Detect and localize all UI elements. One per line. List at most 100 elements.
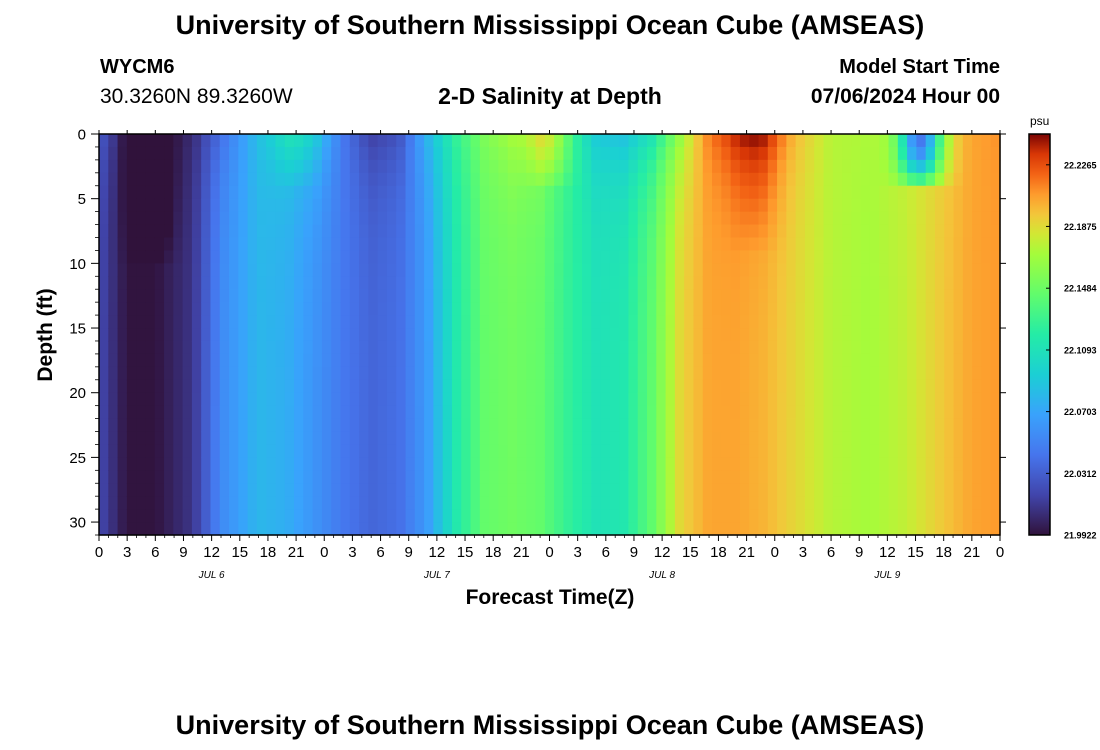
heatmap-cell [674, 353, 685, 368]
heatmap-cell [294, 431, 304, 446]
heatmap-cell [238, 496, 249, 510]
heatmap-cell [572, 198, 583, 213]
heatmap-cell [786, 134, 797, 148]
heatmap-cell [777, 289, 787, 303]
heatmap-cell [256, 522, 267, 536]
heatmap-cell [554, 185, 565, 200]
x-tick-label: 0 [320, 544, 328, 561]
heatmap-cell [386, 315, 397, 329]
heatmap-cell [665, 509, 676, 523]
heatmap-cell [238, 185, 249, 200]
heatmap-cell [804, 496, 815, 510]
heatmap-cell [396, 302, 407, 316]
x-tick-label: 21 [738, 544, 755, 561]
heatmap-cell [981, 172, 992, 187]
heatmap-cell [544, 418, 555, 433]
heatmap-cell [730, 185, 741, 200]
heatmap-cell [247, 457, 258, 471]
heatmap-cell [749, 263, 760, 277]
heatmap-cell [377, 457, 388, 471]
heatmap-cell [981, 211, 992, 226]
heatmap-cell [173, 224, 184, 239]
heatmap-cell [312, 379, 323, 394]
heatmap-cell [674, 172, 685, 187]
heatmap-cell [433, 276, 444, 290]
heatmap-cell [582, 134, 592, 148]
heatmap-cell [396, 328, 407, 342]
heatmap-cell [767, 405, 778, 420]
heatmap-cell [349, 237, 360, 252]
heatmap-cell [879, 457, 890, 471]
heatmap-cell [572, 405, 583, 420]
heatmap-cell [377, 172, 388, 187]
heatmap-cell [526, 366, 537, 381]
heatmap-cell [405, 418, 416, 433]
heatmap-cell [516, 444, 527, 458]
heatmap-cell [582, 185, 592, 200]
heatmap-cell [934, 211, 945, 226]
heatmap-cell [962, 289, 973, 303]
heatmap-cell [386, 328, 397, 342]
x-tick-label: 3 [799, 544, 807, 561]
heatmap-cell [489, 328, 500, 342]
heatmap-cell [907, 211, 917, 226]
heatmap-cell [256, 470, 267, 484]
heatmap-cell [386, 289, 397, 303]
heatmap-cell [507, 405, 518, 420]
heatmap-cell [944, 379, 955, 394]
heatmap-cell [702, 340, 713, 355]
heatmap-cell [136, 431, 147, 446]
heatmap-cell [470, 340, 481, 355]
heatmap-cell [321, 237, 332, 252]
heatmap-cell [702, 250, 713, 264]
heatmap-cell [665, 431, 676, 446]
heatmap-cell [117, 237, 128, 252]
heatmap-cell [479, 211, 490, 226]
heatmap-cell [814, 302, 825, 316]
heatmap-cell [897, 146, 908, 161]
heatmap-cell [256, 340, 267, 355]
heatmap-cell [619, 315, 630, 329]
heatmap-cell [479, 392, 490, 407]
heatmap-cell [256, 392, 267, 407]
heatmap-cell [962, 211, 973, 226]
heatmap-cell [99, 457, 109, 471]
heatmap-cell [721, 457, 732, 471]
heatmap-cell [953, 483, 964, 497]
heatmap-cell [990, 289, 1001, 303]
heatmap-cell [591, 289, 602, 303]
heatmap-cell [99, 224, 109, 239]
heatmap-cell [563, 340, 574, 355]
heatmap-cell [916, 366, 927, 381]
heatmap-cell [925, 172, 936, 187]
heatmap-cell [609, 146, 620, 161]
heatmap-cell [331, 224, 342, 239]
heatmap-cell [944, 276, 955, 290]
heatmap-cell [294, 302, 304, 316]
heatmap-cell [507, 328, 518, 342]
heatmap-cell [600, 405, 611, 420]
heatmap-cell [99, 172, 109, 187]
heatmap-cell [201, 146, 212, 161]
heatmap-cell [962, 263, 973, 277]
heatmap-cell [526, 353, 537, 368]
heatmap-cell [451, 315, 462, 329]
heatmap-cell [712, 483, 722, 497]
heatmap-cell [600, 237, 611, 252]
heatmap-cell [609, 509, 620, 523]
heatmap-cell [888, 457, 899, 471]
heatmap-cell [869, 366, 880, 381]
heatmap-cell [405, 405, 416, 420]
heatmap-cell [284, 263, 295, 277]
heatmap-cell [136, 276, 147, 290]
heatmap-cell [386, 172, 397, 187]
heatmap-cell [572, 289, 583, 303]
heatmap-cell [582, 431, 592, 446]
heatmap-cell [702, 211, 713, 226]
heatmap-cell [461, 340, 472, 355]
heatmap-cell [842, 328, 852, 342]
heatmap-cell [312, 353, 323, 368]
heatmap-cell [674, 276, 685, 290]
heatmap-cell [210, 211, 221, 226]
heatmap-cell [414, 185, 425, 200]
